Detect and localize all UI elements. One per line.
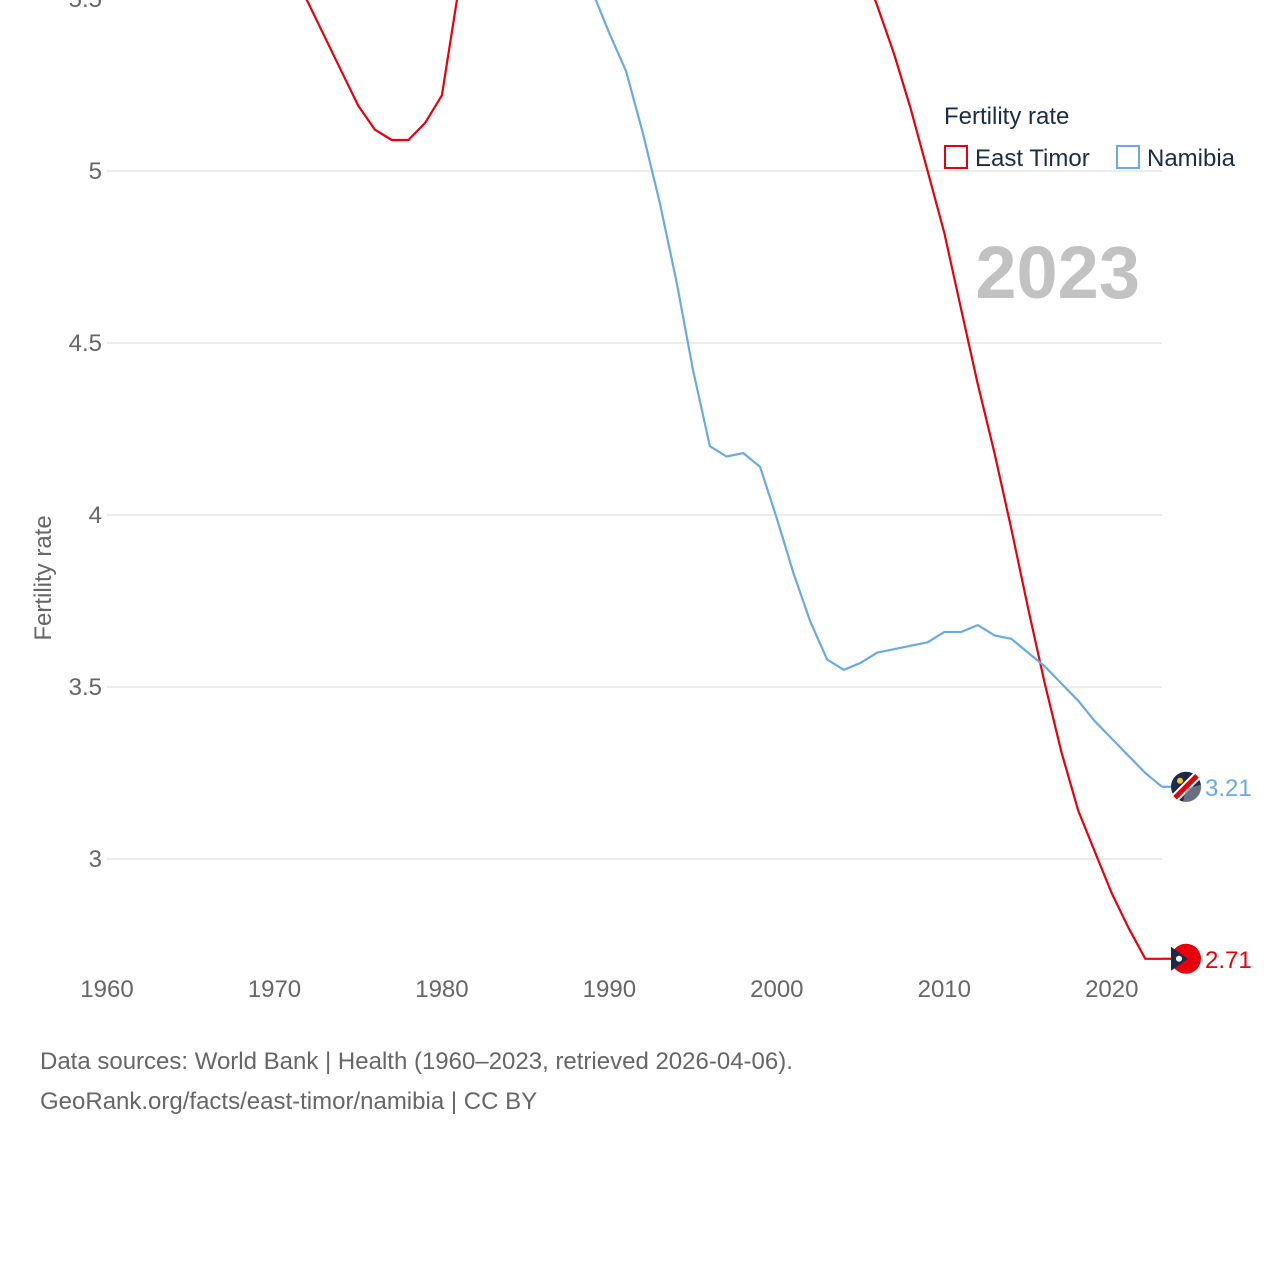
y-tick-label: 4 bbox=[89, 502, 102, 529]
y-axis-label: Fertility rate bbox=[30, 515, 57, 640]
end-value-label: 2.71 bbox=[1205, 947, 1252, 974]
flag-marker-east-timor bbox=[1171, 943, 1201, 974]
x-tick-label: 1980 bbox=[415, 976, 468, 1003]
data-source-note: Data sources: World Bank | Health (1960–… bbox=[40, 1048, 793, 1075]
flag-marker-namibia bbox=[1171, 771, 1202, 803]
year-label: 2023 bbox=[975, 231, 1140, 314]
x-axis-ticks: 1960 1970 1980 1990 2000 2010 2020 bbox=[80, 976, 1138, 1003]
gridlines bbox=[107, 170, 1162, 860]
series-line-east-timor bbox=[305, 0, 1162, 960]
end-markers: 2.71 3.21 bbox=[1162, 771, 1252, 974]
legend-item-namibia[interactable]: Namibia bbox=[1116, 145, 1236, 172]
legend[interactable]: Fertility rate East Timor Namibia bbox=[944, 103, 1236, 172]
x-tick-label: 2010 bbox=[918, 976, 971, 1003]
y-axis-ticks: 33.544.555.566.5 bbox=[69, 0, 102, 873]
legend-item-east-timor[interactable]: East Timor bbox=[944, 145, 1090, 172]
legend-swatch-namibia bbox=[1116, 145, 1140, 169]
x-tick-label: 1990 bbox=[583, 976, 636, 1003]
legend-label-east-timor: East Timor bbox=[975, 145, 1090, 172]
x-tick-label: 1970 bbox=[248, 976, 301, 1003]
footer: Data sources: World Bank | Health (1960–… bbox=[40, 1042, 793, 1122]
series-line-namibia bbox=[594, 0, 1163, 788]
legend-swatch-east-timor bbox=[944, 145, 968, 169]
end-value-label: 3.21 bbox=[1205, 775, 1252, 802]
y-tick-label: 4.5 bbox=[69, 330, 102, 357]
attribution-link[interactable]: GeoRank.org/facts/east-timor/namibia | C… bbox=[40, 1088, 538, 1115]
y-tick-label: 5 bbox=[89, 158, 102, 185]
series-lines bbox=[305, 0, 1163, 960]
x-tick-label: 2020 bbox=[1085, 976, 1138, 1003]
x-tick-label: 1960 bbox=[80, 976, 133, 1003]
legend-label-namibia: Namibia bbox=[1147, 145, 1236, 172]
legend-title: Fertility rate bbox=[944, 103, 1069, 130]
x-tick-label: 2000 bbox=[750, 976, 803, 1003]
y-tick-label: 5.5 bbox=[69, 0, 102, 13]
y-tick-label: 3 bbox=[89, 846, 102, 873]
y-tick-label: 3.5 bbox=[69, 674, 102, 701]
